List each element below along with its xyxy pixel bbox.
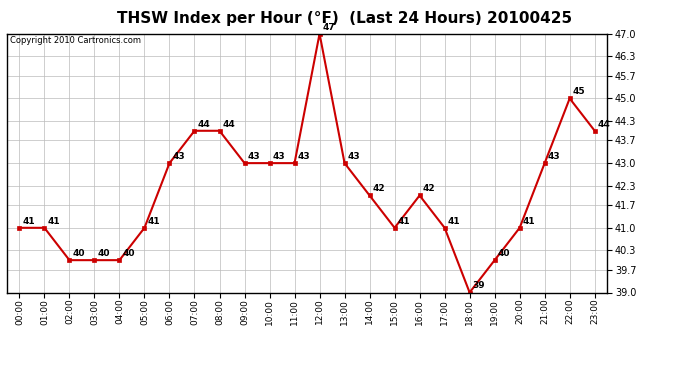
Text: 41: 41 <box>147 217 160 226</box>
Text: 45: 45 <box>573 87 585 96</box>
Text: 43: 43 <box>347 152 360 161</box>
Text: Copyright 2010 Cartronics.com: Copyright 2010 Cartronics.com <box>10 36 141 45</box>
Text: 43: 43 <box>273 152 285 161</box>
Text: 40: 40 <box>497 249 510 258</box>
Text: THSW Index per Hour (°F)  (Last 24 Hours) 20100425: THSW Index per Hour (°F) (Last 24 Hours)… <box>117 11 573 26</box>
Text: 41: 41 <box>522 217 535 226</box>
Text: 43: 43 <box>297 152 310 161</box>
Text: 41: 41 <box>47 217 60 226</box>
Text: 43: 43 <box>247 152 260 161</box>
Text: 43: 43 <box>547 152 560 161</box>
Text: 42: 42 <box>373 184 385 193</box>
Text: 43: 43 <box>172 152 185 161</box>
Text: 47: 47 <box>322 22 335 32</box>
Text: 40: 40 <box>122 249 135 258</box>
Text: 44: 44 <box>197 120 210 129</box>
Text: 40: 40 <box>72 249 85 258</box>
Text: 41: 41 <box>397 217 410 226</box>
Text: 39: 39 <box>473 281 485 290</box>
Text: 44: 44 <box>222 120 235 129</box>
Text: 40: 40 <box>97 249 110 258</box>
Text: 41: 41 <box>447 217 460 226</box>
Text: 41: 41 <box>22 217 34 226</box>
Text: 44: 44 <box>598 120 610 129</box>
Text: 42: 42 <box>422 184 435 193</box>
